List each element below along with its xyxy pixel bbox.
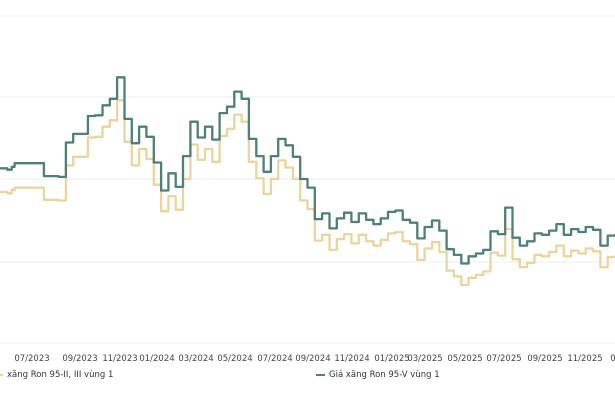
legend-label-ron95-v: Giá xăng Ron 95-V vùng 1 bbox=[329, 370, 440, 380]
legend-item-ron95-ii-iii[interactable]: xăng Ron 95-II, III vùng 1 bbox=[0, 370, 113, 380]
legend-label-ron95-ii-iii: xăng Ron 95-II, III vùng 1 bbox=[7, 370, 114, 380]
x-tick-label: 01/2024 bbox=[139, 354, 174, 364]
x-tick-label: 07/2023 bbox=[14, 354, 49, 364]
x-axis-ticks: 07/2023 09/2023 11/2023 01/2024 03/2024 05/20… bbox=[14, 354, 615, 364]
x-tick-label: 05/2025 bbox=[447, 354, 482, 364]
x-tick-label: 11/2025 bbox=[567, 354, 602, 364]
x-tick-label: 09/2024 bbox=[295, 354, 330, 364]
series-line-0 bbox=[0, 76, 615, 265]
x-tick-label: 03/2025 bbox=[407, 354, 442, 364]
series-lines bbox=[0, 76, 615, 287]
x-tick-label: 03/2024 bbox=[178, 354, 213, 364]
legend-swatch-ron95-v bbox=[316, 374, 325, 376]
x-tick-label: 11/2024 bbox=[334, 354, 369, 364]
x-tick-label: 07/2025 bbox=[486, 354, 521, 364]
x-tick-label: 09/2025 bbox=[527, 354, 562, 364]
x-tick-label: 09/2023 bbox=[62, 354, 97, 364]
series-line-1 bbox=[0, 99, 615, 287]
x-tick-label: 0 bbox=[610, 354, 615, 364]
legend-swatch-ron95-ii-iii bbox=[0, 374, 3, 376]
x-tick-label: 07/2024 bbox=[257, 354, 292, 364]
x-tick-label: 01/2025 bbox=[374, 354, 409, 364]
x-tick-label: 11/2023 bbox=[102, 354, 137, 364]
x-tick-label: 05/2024 bbox=[217, 354, 252, 364]
legend-item-ron95-v[interactable]: Giá xăng Ron 95-V vùng 1 bbox=[316, 370, 440, 380]
